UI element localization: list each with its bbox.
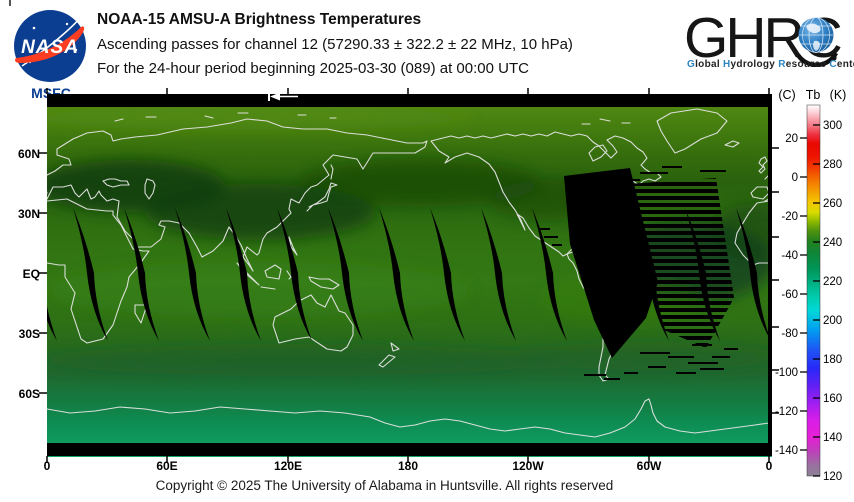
subtitle-channel: Ascending passes for channel 12 (57290.3…	[97, 36, 573, 53]
colorbar: (C) Tb (K) 300 280 260 240 220 200 180 1…	[775, 88, 846, 483]
lon-label-120e: 120E	[274, 459, 302, 473]
coast-caspian	[144, 178, 156, 200]
colorbar-kelvin-labels: 300 280 260 240 220 200 180 160 140 120	[823, 120, 842, 483]
svg-text:-60: -60	[781, 289, 798, 301]
axis-ticks	[39, 88, 779, 463]
copyright-text: Copyright © 2025 The University of Alaba…	[155, 478, 614, 493]
map-right-border	[768, 94, 772, 456]
coast-black-sea	[102, 178, 130, 188]
lon-label-180: 180	[398, 459, 418, 473]
coast-australia	[272, 294, 354, 352]
svg-text:200: 200	[823, 315, 842, 327]
colorbar-celsius-labels: 20 0 -20 -40 -60 -80 -100 -120 -140	[775, 133, 798, 457]
svg-text:0: 0	[792, 172, 798, 184]
coast-antarctica	[47, 398, 770, 438]
tagline-h-initial: H	[723, 59, 731, 70]
map-data-field	[47, 94, 772, 457]
tagline-c-initial: C	[829, 59, 837, 70]
svg-text:-100: -100	[775, 367, 798, 379]
coast-borneo	[264, 264, 282, 280]
missing-data-dashes	[540, 166, 738, 380]
colorbar-ticks	[800, 124, 820, 477]
lat-label-30s: 30S	[19, 327, 40, 341]
lon-label-60w: 60W	[637, 459, 662, 473]
ghrc-tagline: Global Hydrology Resource Center	[687, 59, 854, 70]
map-top-bar	[47, 94, 771, 107]
svg-text:280: 280	[823, 159, 842, 171]
coast-sakhalin	[330, 164, 334, 180]
swath-direction-arrow	[268, 92, 298, 101]
svg-text:120: 120	[823, 471, 842, 483]
lat-label-60n: 60N	[18, 147, 40, 161]
svg-text:-40: -40	[781, 250, 798, 262]
svg-text:140: 140	[823, 432, 842, 444]
svg-text:-120: -120	[775, 406, 798, 418]
coast-new-zealand	[378, 342, 400, 368]
lon-label-0w: 0	[766, 459, 773, 473]
svg-text:260: 260	[823, 198, 842, 210]
coast-philippines	[288, 236, 298, 256]
map-bottom-bar	[47, 443, 771, 456]
ghrc-logo: GHRC	[686, 6, 844, 67]
coast-japan	[306, 182, 338, 212]
colorbar-unit-c: (C)	[778, 88, 795, 102]
lat-label-eq: EQ	[23, 267, 40, 281]
colorbar-unit-tb: Tb	[806, 88, 821, 102]
svg-text:160: 160	[823, 393, 842, 405]
svg-text:300: 300	[823, 120, 842, 132]
colorbar-gradient	[806, 104, 821, 477]
svg-text:240: 240	[823, 237, 842, 249]
svg-text:-20: -20	[781, 211, 798, 223]
lat-label-30n: 30N	[18, 207, 40, 221]
coast-new-guinea	[308, 276, 340, 290]
svg-text:180: 180	[823, 354, 842, 366]
tagline-g-initial: G	[687, 59, 696, 70]
lat-label-60s: 60S	[19, 387, 40, 401]
coast-greenland	[656, 108, 728, 154]
svg-text:-80: -80	[781, 328, 798, 340]
lon-label-60e: 60E	[156, 459, 177, 473]
svg-text:220: 220	[823, 276, 842, 288]
svg-text:-140: -140	[775, 445, 798, 457]
corner-artifact	[9, 0, 11, 6]
page-title: NOAA-15 AMSU-A Brightness Temperatures	[97, 11, 422, 28]
longitude-labels: 0 60E 120E 180 120W 60W 0	[44, 459, 773, 473]
nasa-wordmark: NASA	[21, 37, 79, 58]
latitude-labels: 60N 30N EQ 30S 60S	[18, 147, 40, 401]
missing-data-region	[540, 166, 738, 380]
coast-iberia	[47, 191, 48, 194]
coast-africa	[47, 198, 150, 344]
lon-label-120w: 120W	[512, 459, 544, 473]
coast-madagascar	[134, 304, 148, 324]
coast-arctic-islands	[114, 112, 631, 125]
globe-continent-sa	[813, 40, 820, 51]
coast-eurasia	[47, 118, 428, 272]
coast-iceland	[724, 140, 740, 148]
lon-label-0e: 0	[44, 459, 51, 473]
subtitle-period: For the 24-hour period beginning 2025-03…	[97, 60, 529, 77]
tagline-r-initial: R	[778, 59, 786, 70]
globe-stand-foot	[831, 55, 837, 61]
nasa-red-swoosh	[15, 26, 85, 63]
coast-sulawesi	[286, 270, 292, 280]
svg-text:20: 20	[785, 133, 798, 145]
coast-hudson-bay	[588, 144, 608, 162]
colorbar-unit-k: (K)	[830, 88, 847, 102]
globe-continent-na	[806, 23, 821, 34]
coast-java	[260, 286, 276, 290]
